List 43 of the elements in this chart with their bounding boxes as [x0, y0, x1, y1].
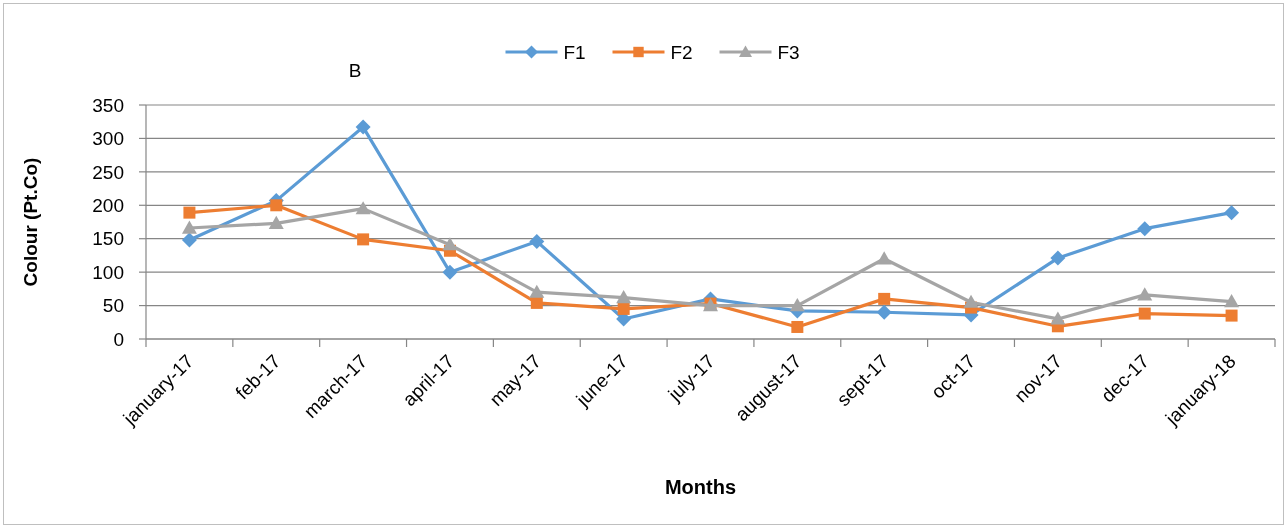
point	[1225, 309, 1238, 322]
point	[442, 264, 458, 280]
y-tick-label: 100	[92, 261, 124, 283]
point	[181, 232, 197, 248]
point	[529, 233, 545, 249]
point	[1138, 307, 1151, 320]
point	[270, 199, 283, 212]
y-tick-label: 300	[92, 128, 124, 150]
point	[1224, 294, 1240, 308]
point	[529, 284, 545, 298]
point	[442, 237, 458, 251]
point	[357, 233, 370, 246]
legend-label: F3	[777, 41, 800, 63]
point	[1224, 205, 1240, 221]
point	[1137, 287, 1153, 301]
point	[878, 292, 891, 305]
point	[876, 251, 892, 265]
y-tick-label: 350	[92, 94, 124, 116]
point	[530, 296, 543, 309]
point	[963, 294, 979, 308]
point	[181, 220, 197, 234]
y-tick-label: 50	[102, 295, 124, 317]
point	[355, 119, 371, 135]
text: B	[348, 59, 362, 81]
legend-label: F1	[563, 41, 586, 63]
point	[617, 302, 630, 315]
y-tick-label: 250	[92, 161, 124, 183]
point	[1137, 221, 1153, 237]
point	[355, 201, 371, 215]
point	[616, 290, 632, 304]
legend-label: F2	[670, 41, 693, 63]
y-tick-label: 0	[113, 328, 124, 350]
point	[183, 206, 196, 219]
point	[789, 298, 805, 312]
point	[791, 320, 804, 333]
x-axis-title: Months	[664, 476, 737, 498]
y-tick-label: 150	[92, 228, 124, 250]
point	[268, 215, 284, 229]
point	[1050, 311, 1066, 325]
y-axis-title: Colour (Pt.Co)	[20, 157, 41, 287]
point	[876, 304, 892, 320]
y-tick-label: 200	[92, 194, 124, 216]
point	[1050, 250, 1066, 266]
